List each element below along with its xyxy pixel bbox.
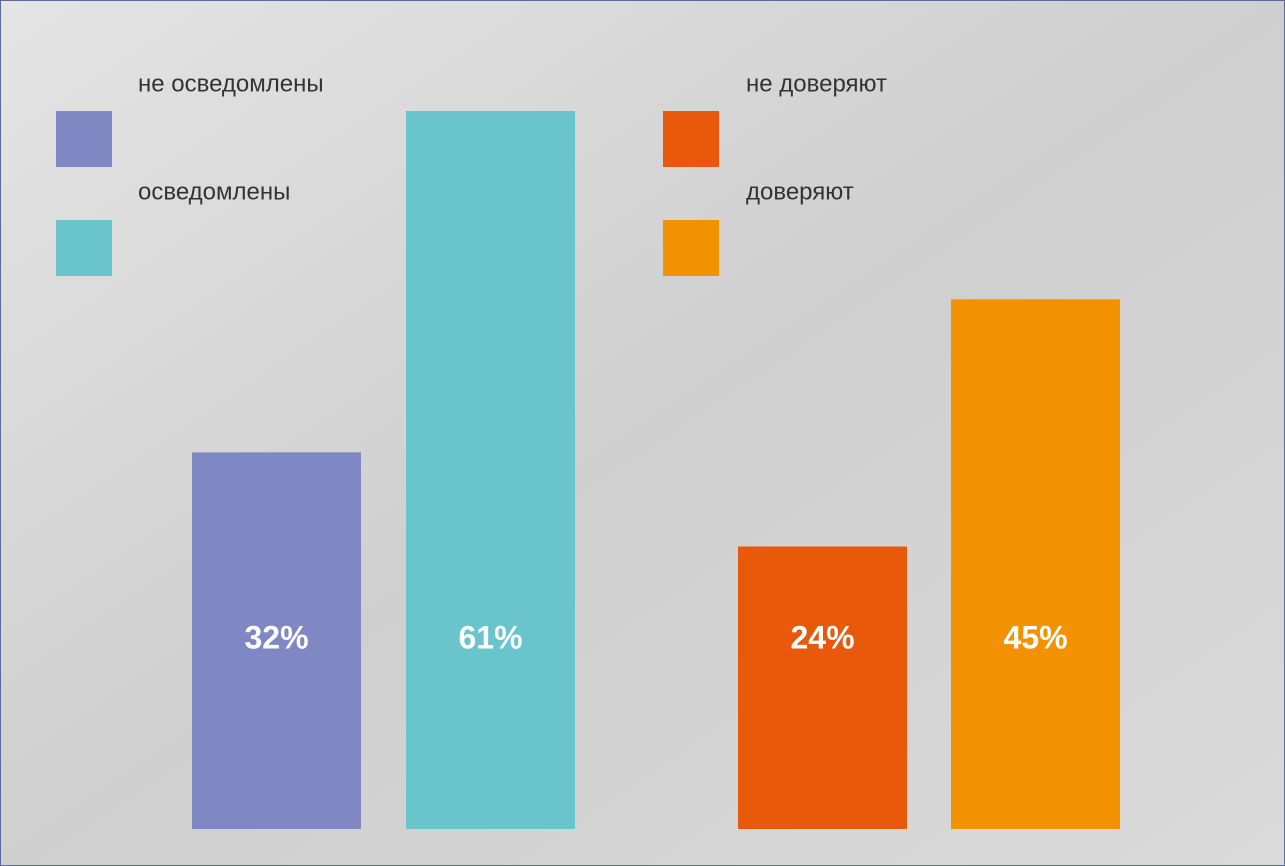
- value-label: 45%: [1003, 619, 1067, 655]
- bar: [738, 546, 907, 829]
- value-label: 24%: [790, 619, 854, 655]
- value-label: 61%: [458, 619, 522, 655]
- legend-label: доверяют: [746, 178, 854, 205]
- bar: [951, 299, 1120, 829]
- legend-swatch: [56, 220, 112, 276]
- legend-swatch: [56, 111, 112, 167]
- legend-label: осведомлены: [138, 178, 290, 205]
- legend-label: не доверяют: [746, 70, 887, 97]
- bar: [406, 111, 575, 829]
- bar: [192, 452, 361, 829]
- value-label: 32%: [244, 619, 308, 655]
- legend-swatch: [663, 111, 719, 167]
- legend-swatch: [663, 220, 719, 276]
- legend-label: не осведомлены: [138, 70, 324, 97]
